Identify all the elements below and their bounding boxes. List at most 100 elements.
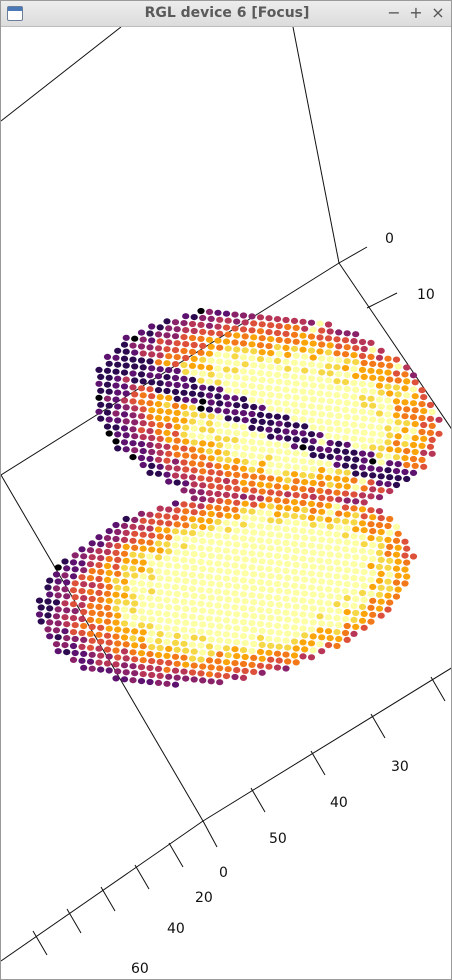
surface-point <box>222 659 231 666</box>
surface-point <box>216 456 224 463</box>
surface-point <box>367 507 375 514</box>
surface-point <box>239 549 248 556</box>
lower-left-tick-40: 40 <box>167 921 185 937</box>
surface-point <box>335 552 343 559</box>
surface-point <box>273 553 282 560</box>
surface-point <box>163 429 171 436</box>
surface-point <box>231 618 239 625</box>
surface-point <box>165 604 173 611</box>
surface-point <box>273 608 282 615</box>
surface-point <box>307 542 316 549</box>
surface-point <box>163 680 171 687</box>
surface-point <box>384 578 392 585</box>
surface-point <box>231 590 239 597</box>
surface-point <box>216 414 224 421</box>
rgl-3d-canvas[interactable]: 0 10 30 40 50 0 20 40 60 <box>1 27 451 979</box>
surface-point <box>131 516 139 524</box>
surface-point <box>273 580 282 588</box>
surface-point <box>299 527 307 535</box>
surface-point <box>377 417 385 424</box>
surface-point <box>54 564 62 571</box>
surface-point <box>258 404 266 411</box>
surface-point <box>137 454 146 462</box>
surface-point <box>137 664 146 671</box>
surface-point <box>148 644 156 651</box>
title-bar[interactable]: RGL device 6 [Focus] − + × <box>1 1 451 27</box>
surface-point <box>54 606 62 613</box>
surface-point <box>284 616 292 623</box>
surface-point <box>265 440 273 447</box>
surface-point <box>171 402 180 409</box>
surface-point <box>105 528 113 535</box>
surface-point <box>403 406 411 413</box>
surface-point <box>307 445 316 452</box>
surface-point <box>256 439 265 446</box>
surface-point <box>190 397 198 404</box>
surface-point <box>182 466 190 473</box>
surface-point <box>207 315 215 322</box>
surface-point <box>231 562 239 569</box>
maximize-button[interactable]: + <box>409 3 423 22</box>
surface-point <box>418 414 426 422</box>
surface-point <box>358 436 367 443</box>
surface-point <box>173 591 181 598</box>
surface-point <box>292 492 300 499</box>
surface-point <box>367 423 375 430</box>
surface-point <box>97 568 105 576</box>
surface-point <box>377 612 385 619</box>
surface-point <box>358 352 367 360</box>
surface-point <box>156 463 164 470</box>
surface-point <box>129 523 137 530</box>
surface-point <box>282 470 290 477</box>
surface-point <box>214 309 222 316</box>
surface-point <box>182 619 190 627</box>
surface-point <box>258 321 266 328</box>
surface-point <box>190 439 198 446</box>
surface-point <box>360 610 368 618</box>
surface-point <box>131 614 139 621</box>
surface-point <box>44 598 52 605</box>
surface-point <box>182 661 190 668</box>
close-button[interactable]: × <box>431 3 445 22</box>
surface-point <box>324 558 333 565</box>
surface-point <box>216 651 224 658</box>
surface-point <box>173 409 181 416</box>
surface-point <box>214 477 222 484</box>
surface-point <box>307 319 316 326</box>
surface-point <box>290 457 299 464</box>
surface-point <box>299 541 307 548</box>
surface-point <box>267 545 275 552</box>
surface-point <box>241 375 249 382</box>
surface-point <box>369 388 377 395</box>
surface-point <box>214 435 222 442</box>
surface-point <box>369 430 377 437</box>
surface-point <box>188 348 197 355</box>
surface-point <box>352 609 360 617</box>
surface-point <box>358 338 367 346</box>
surface-point <box>173 549 181 556</box>
surface-point <box>182 522 190 529</box>
surface-point <box>222 477 231 485</box>
surface-point <box>97 415 105 422</box>
surface-point <box>309 396 317 403</box>
surface-point <box>284 379 292 386</box>
surface-point <box>97 401 105 408</box>
surface-point <box>197 363 205 370</box>
surface-point <box>282 651 290 658</box>
minimize-button[interactable]: − <box>387 3 401 22</box>
surface-point <box>241 542 249 549</box>
surface-point <box>241 347 249 354</box>
surface-point <box>86 658 95 665</box>
surface-point <box>61 628 69 635</box>
surface-point <box>199 454 207 461</box>
surface-point <box>241 444 249 451</box>
surface-point <box>163 583 171 590</box>
surface-point <box>205 657 214 664</box>
surface-point <box>224 540 232 547</box>
surface-point <box>392 370 401 377</box>
surface-point <box>369 360 377 367</box>
surface-point <box>173 674 181 681</box>
surface-point <box>360 527 368 534</box>
surface-point <box>214 560 222 567</box>
surface-point <box>333 489 341 496</box>
